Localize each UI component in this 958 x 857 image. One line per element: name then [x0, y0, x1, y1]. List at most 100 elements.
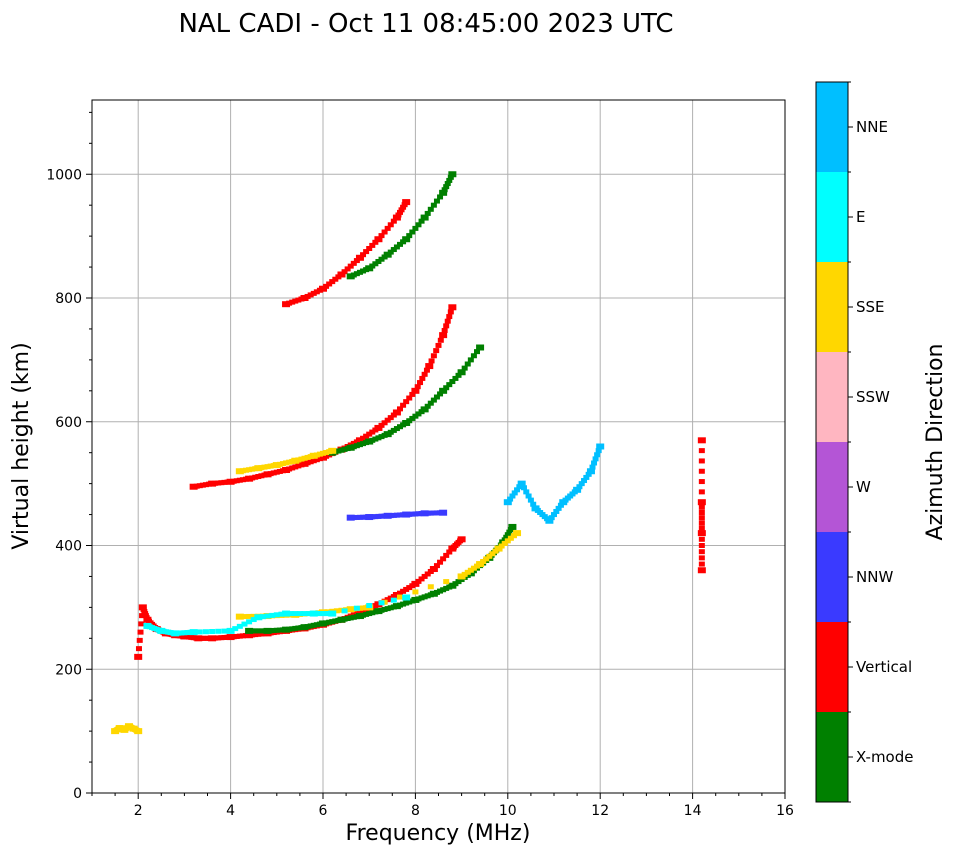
colorbar-title: Azimuth Direction: [923, 343, 948, 540]
data-point: [226, 478, 235, 485]
data-point-trace: [387, 513, 394, 519]
data-point-trace: [418, 595, 425, 601]
data-point-trace: [347, 263, 354, 269]
data-point: [429, 566, 438, 573]
data-point-trace: [446, 549, 453, 555]
data-point-trace: [489, 551, 496, 557]
data-point: [402, 594, 411, 601]
data-point-trace: [209, 629, 216, 635]
data-point: [300, 460, 309, 467]
data-point-trace: [592, 456, 599, 462]
data-point-trace: [387, 415, 394, 421]
x-tick-label: 4: [226, 803, 235, 819]
data-point-trace: [530, 501, 537, 507]
data-point-trace: [514, 487, 521, 493]
data-point: [319, 285, 327, 292]
data-point-trace: [397, 590, 403, 596]
data-point-trace: [239, 633, 246, 639]
data-point: [448, 582, 457, 589]
data-point-trace: [698, 510, 705, 515]
data-point-trace: [415, 596, 422, 602]
data-point: [374, 236, 383, 243]
data-point: [697, 499, 706, 506]
data-point-trace: [350, 260, 357, 266]
data-point-trace: [292, 464, 299, 470]
data-point-trace: [295, 463, 302, 469]
data-point: [429, 590, 438, 597]
data-point-trace: [289, 465, 296, 471]
x-tick-label: 2: [134, 803, 143, 819]
data-point-trace: [310, 622, 317, 628]
data-point-trace: [435, 342, 442, 348]
data-point-trace: [397, 424, 403, 430]
data-point-trace: [423, 367, 430, 373]
data-point-trace: [279, 461, 286, 467]
data-point-trace: [412, 413, 419, 419]
y-tick-label: 600: [55, 415, 82, 431]
data-point: [383, 431, 392, 438]
data-point: [245, 475, 254, 482]
data-point-trace: [372, 239, 379, 245]
data-point-trace: [589, 464, 596, 470]
data-point: [319, 454, 327, 461]
data-point-trace: [255, 474, 262, 480]
data-point: [300, 624, 309, 631]
data-point-trace: [409, 229, 416, 235]
data-point: [411, 387, 420, 394]
data-point: [300, 295, 309, 301]
data-point: [337, 271, 346, 278]
data-point-trace: [474, 349, 480, 355]
data-point-trace: [427, 584, 434, 590]
data-point: [365, 438, 374, 445]
data-point-trace: [175, 630, 182, 636]
data-point-trace: [400, 588, 407, 594]
data-point: [448, 304, 457, 311]
data-point-trace: [384, 225, 391, 231]
data-point-trace: [403, 600, 410, 606]
data-point-trace: [698, 468, 705, 474]
data-point-trace: [441, 327, 448, 333]
data-point-trace: [350, 515, 357, 521]
data-point-trace: [296, 611, 303, 617]
data-point: [235, 468, 244, 475]
data-point: [517, 480, 526, 487]
data-point: [189, 629, 198, 636]
data-point-trace: [503, 534, 510, 540]
data-point-trace: [313, 611, 320, 617]
data-point-trace: [467, 567, 474, 573]
data-point-trace: [437, 337, 444, 343]
data-point-trace: [252, 628, 259, 634]
data-point-trace: [409, 511, 416, 517]
data-point-trace: [378, 607, 385, 613]
data-point-trace: [267, 628, 274, 634]
data-point: [328, 447, 337, 454]
data-point: [134, 728, 143, 735]
data-point: [263, 627, 272, 634]
data-point-trace: [581, 478, 588, 484]
data-point-trace: [421, 594, 428, 600]
data-point-trace: [258, 473, 265, 479]
data-point-trace: [338, 607, 345, 613]
data-point-trace: [452, 375, 459, 381]
data-point-trace: [341, 616, 348, 622]
data-point-trace: [287, 611, 294, 617]
data-point-trace: [239, 477, 246, 483]
data-point: [392, 603, 401, 610]
data-point: [494, 545, 503, 552]
data-point-trace: [273, 612, 280, 618]
data-point-trace: [443, 552, 450, 558]
data-point-trace: [452, 581, 459, 587]
data-point: [439, 189, 448, 196]
data-point-trace: [446, 177, 453, 183]
data-point-trace: [306, 611, 313, 617]
data-point-trace: [486, 553, 493, 559]
data-point-trace: [310, 290, 317, 296]
data-point-trace: [212, 480, 219, 486]
x-axis-label: Frequency (MHz): [346, 821, 531, 846]
data-point-trace: [360, 608, 367, 614]
colorbar-segment: [816, 262, 848, 352]
data-point: [226, 627, 235, 634]
data-point: [319, 620, 327, 627]
data-point: [402, 199, 411, 206]
data-point-trace: [252, 632, 259, 638]
